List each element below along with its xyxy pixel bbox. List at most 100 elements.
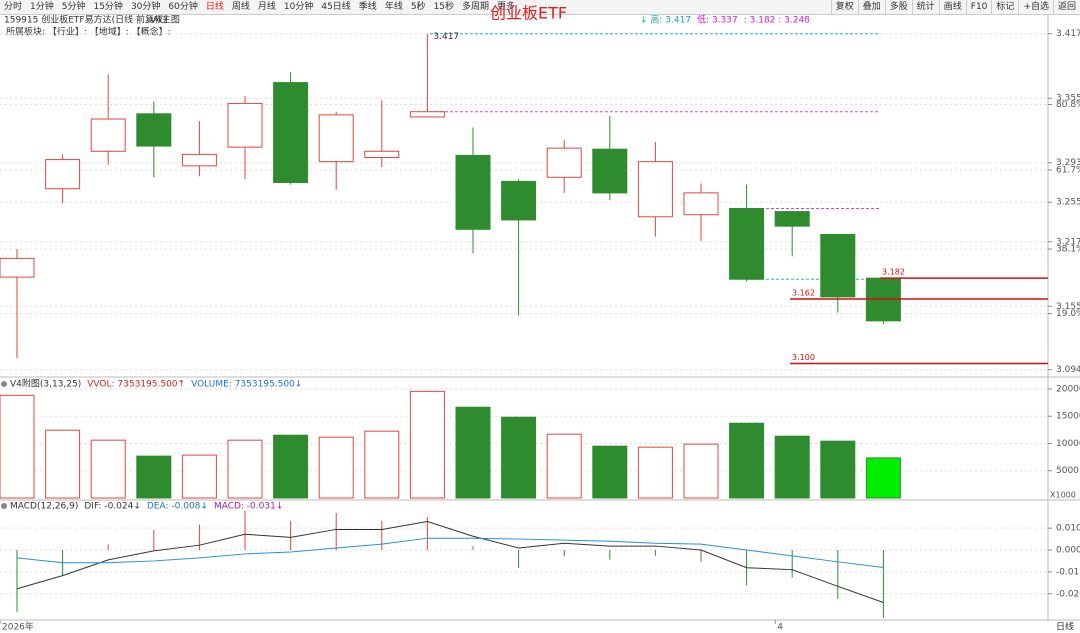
y-tick-label: 5000	[1056, 466, 1079, 476]
panel-header: MACD: -0.031↓	[214, 502, 283, 512]
y-tick-label: 3.417	[1056, 29, 1080, 39]
quote: 低: 3.337	[697, 14, 738, 26]
y-tick-label: -0.010	[1056, 567, 1080, 577]
volume-bar	[273, 434, 309, 499]
header-icon	[1, 381, 7, 387]
quote: ↓ 高: 3.417	[640, 14, 691, 26]
volume-bar	[729, 422, 765, 499]
toolbar-button[interactable]: 多股	[884, 0, 912, 14]
volume-bar	[501, 416, 537, 499]
toolbar: 分时 1分钟 5分钟 15分钟 30分钟 60分钟 日线 周线 月线 10分钟 45日线 季线 年线 5秒…	[0, 0, 1080, 15]
y-tick-label: 0.010	[1056, 524, 1080, 534]
candle-body	[90, 118, 126, 152]
toolbar-button[interactable]: 统计	[911, 0, 939, 14]
volume-bar	[820, 440, 856, 499]
toolbar-button[interactable]: 60分钟	[168, 2, 198, 12]
volume-bar	[592, 445, 628, 499]
toolbar-button[interactable]: 叠加	[857, 0, 885, 14]
toolbar-button[interactable]: 年线	[384, 2, 403, 12]
toolbar-button[interactable]: 更多	[497, 2, 516, 12]
candle-body	[136, 113, 172, 147]
x-tick-label: 2026年	[2, 621, 34, 633]
toolbar-button[interactable]: 5分钟	[61, 2, 86, 12]
toolbar-button[interactable]: 45日线	[321, 2, 351, 12]
y-tick-label: -0.020	[1056, 589, 1080, 599]
volume-bar	[865, 457, 901, 499]
candle-body	[637, 161, 673, 218]
volume-bar	[45, 429, 81, 499]
candle-body	[181, 153, 217, 167]
toolbar-button[interactable]: 1分钟	[30, 2, 54, 12]
toolbar-button[interactable]: 日线	[205, 2, 224, 12]
toolbar-button[interactable]: 返回	[1052, 0, 1080, 14]
toolbar-button[interactable]: 复权	[830, 0, 858, 14]
candle-body	[546, 147, 582, 178]
max-marker: 3.417	[433, 32, 459, 42]
candle-body	[774, 211, 810, 227]
toolbar-button[interactable]: +自选	[1018, 0, 1053, 14]
y-tick-label: 3.355	[1056, 94, 1080, 104]
candle-body	[455, 154, 491, 230]
candle-body	[0, 257, 35, 278]
macd-line	[16, 537, 884, 568]
toolbar-button[interactable]: 周线	[231, 2, 250, 12]
y-tick-label: 3.217	[1056, 237, 1080, 247]
volume-bar	[90, 439, 126, 499]
volume-bar	[364, 430, 400, 499]
panel-header: DIF: -0.024↓	[84, 502, 141, 512]
toolbar-button[interactable]: 季线	[358, 2, 377, 12]
y-tick-label: 20000	[1056, 384, 1080, 394]
volume-bar	[136, 455, 172, 499]
candle-body	[227, 102, 263, 148]
candle-body	[501, 180, 537, 221]
toolbar-button[interactable]: 5秒	[410, 2, 426, 12]
volume-bar	[774, 435, 810, 499]
y-tick-label: 61.7%	[1056, 165, 1080, 175]
quote: : 3.182 : 3.248	[744, 16, 810, 26]
candle-body	[729, 207, 765, 280]
symbol: 159915 创业板ETF易方达(日线 前复权)	[4, 14, 166, 26]
candle-body	[820, 233, 856, 298]
panel-header: DEA: -0.008↓	[147, 502, 208, 512]
header-icon	[1, 503, 7, 509]
toolbar-button[interactable]: 标记	[991, 0, 1018, 14]
volume-bar	[181, 454, 217, 499]
period-label: 日线	[1056, 621, 1074, 633]
toolbar-button[interactable]: 10分钟	[283, 2, 314, 12]
panel-header: VOLUME: 7353195.500↓	[191, 380, 302, 390]
y-tick-label: 3.255	[1056, 198, 1080, 208]
volume-bar	[455, 406, 491, 499]
volume-bar	[546, 433, 582, 499]
toolbar-button[interactable]: 15分钟	[93, 2, 123, 12]
toolbar-left: 分时 1分钟 5分钟 15分钟 30分钟 60分钟 日线 周线 月线 10分钟 45日线 季线 年线 5秒…	[0, 0, 519, 14]
volume-bar	[637, 446, 673, 499]
y-tick-label: 19.0%	[1056, 309, 1080, 319]
volume-bar	[318, 436, 354, 499]
y-tick-label: 15000	[1056, 412, 1080, 422]
toolbar-button[interactable]: 30分钟	[130, 2, 161, 12]
panel-header: V4附图(3,13,25)	[10, 378, 81, 390]
y-tick-label: 3.155	[1056, 302, 1080, 312]
toolbar-button[interactable]: 15秒	[433, 2, 455, 12]
toolbar-button[interactable]: 画线	[938, 0, 966, 14]
toolbar-button[interactable]: 多周期	[462, 2, 490, 12]
sectors: 所属板块: 【行业】: 【地域】: 【概念】:	[6, 26, 171, 38]
toolbar-button[interactable]: F10	[965, 0, 992, 14]
volume-bar	[227, 439, 263, 499]
toolbar-button[interactable]: 分时	[4, 2, 23, 12]
y-tick-label: 3.094	[1056, 365, 1080, 375]
y-tick-label: 3.293	[1056, 158, 1080, 168]
level-label: 3.182	[882, 268, 905, 277]
x-tick-label: 4	[777, 623, 783, 633]
unit-label: X1000	[1050, 491, 1076, 500]
candle-body	[45, 159, 81, 190]
toolbar-button[interactable]: 月线	[257, 2, 276, 12]
main-indicator: V4主图	[150, 14, 180, 26]
macd-line	[16, 521, 884, 603]
candle-body	[409, 111, 445, 118]
toolbar-right: 复权 叠加 多股 统计 画线 F10 标记 +自选 返回	[830, 0, 1080, 14]
candle-body	[683, 192, 719, 216]
